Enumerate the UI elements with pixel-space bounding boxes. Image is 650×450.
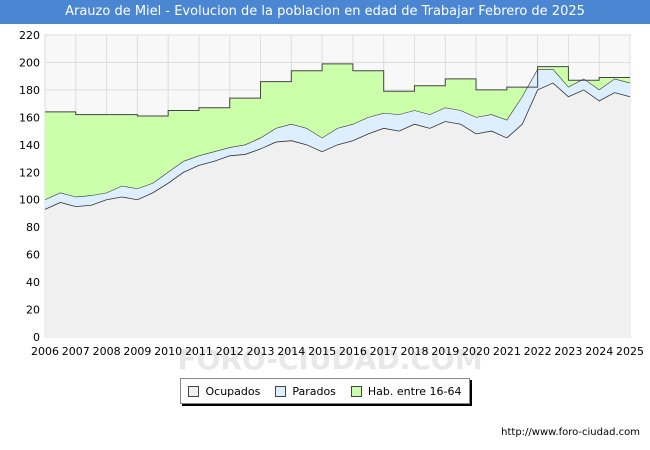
x-axis-labels: 2006 2007 2008 2009 2010 2011 2012 2013 2014 2015…	[31, 345, 644, 358]
x-tick-label: 2024	[585, 345, 613, 358]
y-tick-label: 180	[19, 84, 40, 97]
x-tick-label: 2014	[277, 345, 305, 358]
x-tick-label: 2015	[308, 345, 336, 358]
y-tick-label: 100	[19, 194, 40, 207]
x-tick-label: 2012	[216, 345, 244, 358]
x-tick-label: 2006	[31, 345, 59, 358]
y-tick-label: 160	[19, 111, 40, 124]
y-tick-label: 20	[26, 304, 40, 317]
x-tick-label: 2013	[247, 345, 275, 358]
x-tick-label: 2021	[493, 345, 521, 358]
watermark: FORO-CIUDAD.COM	[177, 343, 482, 374]
x-tick-label: 2018	[400, 345, 428, 358]
legend-item-habitantes: Hab. entre 16-64	[350, 384, 462, 398]
legend-label-ocupados: Ocupados	[205, 384, 261, 398]
x-tick-label: 2008	[93, 345, 121, 358]
chart-legend: Ocupados Parados Hab. entre 16-64	[180, 378, 470, 404]
y-tick-label: 40	[26, 276, 40, 289]
y-tick-label: 140	[19, 139, 40, 152]
x-tick-label: 2011	[185, 345, 213, 358]
source-url: http://www.foro-ciudad.com	[501, 427, 640, 438]
x-tick-label: 2010	[154, 345, 182, 358]
y-tick-label: 200	[19, 56, 40, 69]
area-ocupados	[45, 83, 630, 337]
legend-label-habitantes: Hab. entre 16-64	[367, 384, 462, 398]
x-tick-label: 2016	[339, 345, 367, 358]
line-ocupados	[44, 82, 631, 210]
legend-swatch-ocupados	[188, 385, 200, 397]
x-tick-label: 2020	[462, 345, 490, 358]
x-tick-label: 2007	[62, 345, 90, 358]
y-tick-label: 220	[19, 29, 40, 42]
legend-swatch-habitantes	[350, 385, 362, 397]
y-tick-label: 0	[33, 331, 40, 344]
x-tick-label: 2019	[431, 345, 459, 358]
y-axis-labels: 0 20 40 60 80 100 120 140 160 180 200 220	[19, 29, 40, 344]
line-parados	[44, 69, 631, 201]
x-tick-label: 2022	[524, 345, 552, 358]
x-tick-label: 2023	[554, 345, 582, 358]
y-tick-label: 80	[26, 221, 40, 234]
y-tick-label: 60	[26, 249, 40, 262]
legend-label-parados: Parados	[292, 384, 336, 398]
x-tick-label: 2017	[370, 345, 398, 358]
chart-title: Arauzo de Miel - Evolucion de la poblaci…	[0, 0, 650, 24]
y-tick-label: 120	[19, 166, 40, 179]
chart-canvas: FORO-CIUDAD.COM 0 20 40 60 80 100 120 140 160 180…	[19, 29, 644, 374]
legend-swatch-parados	[275, 385, 287, 397]
line-hab-16-64	[45, 63, 630, 117]
x-tick-label: 2025	[616, 345, 644, 358]
legend-item-parados: Parados	[275, 385, 336, 398]
legend-item-ocupados: Ocupados	[188, 385, 260, 398]
x-tick-label: 2009	[123, 345, 151, 358]
